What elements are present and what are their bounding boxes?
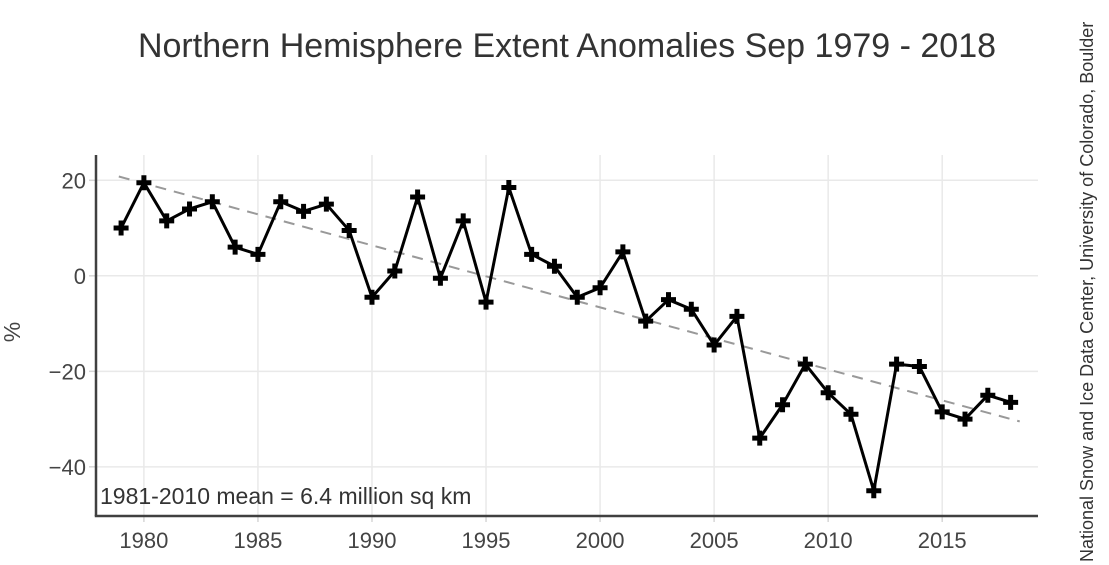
svg-text:−40: −40	[49, 455, 86, 480]
svg-text:1990: 1990	[348, 528, 397, 553]
chart-title: Northern Hemisphere Extent Anomalies Sep…	[138, 27, 996, 65]
data-series-line	[119, 181, 1012, 493]
svg-text:2010: 2010	[804, 528, 853, 553]
svg-text:0: 0	[74, 264, 86, 289]
svg-text:20: 20	[62, 168, 86, 193]
svg-text:−20: −20	[49, 359, 86, 384]
x-axis-tick-labels: 1980 1985 1990 1995 2000 2005 2010 2015	[119, 528, 966, 553]
svg-text:2005: 2005	[690, 528, 739, 553]
svg-text:1985: 1985	[233, 528, 282, 553]
data-point-markers[interactable]	[113, 175, 1019, 499]
trend-line	[118, 175, 1021, 423]
y-axis-tick-labels: 20 0 −20 −40	[49, 168, 86, 480]
source-watermark: National Snow and Ice Data Center, Unive…	[1077, 22, 1097, 562]
svg-text:2000: 2000	[576, 528, 625, 553]
mean-annotation: 1981-2010 mean = 6.4 million sq km	[100, 483, 471, 509]
y-axis-label: %	[0, 322, 25, 342]
svg-text:1995: 1995	[462, 528, 511, 553]
axis-lines	[94, 155, 1038, 518]
gridlines	[96, 155, 1038, 516]
svg-text:1980: 1980	[119, 528, 168, 553]
svg-text:2015: 2015	[918, 528, 967, 553]
